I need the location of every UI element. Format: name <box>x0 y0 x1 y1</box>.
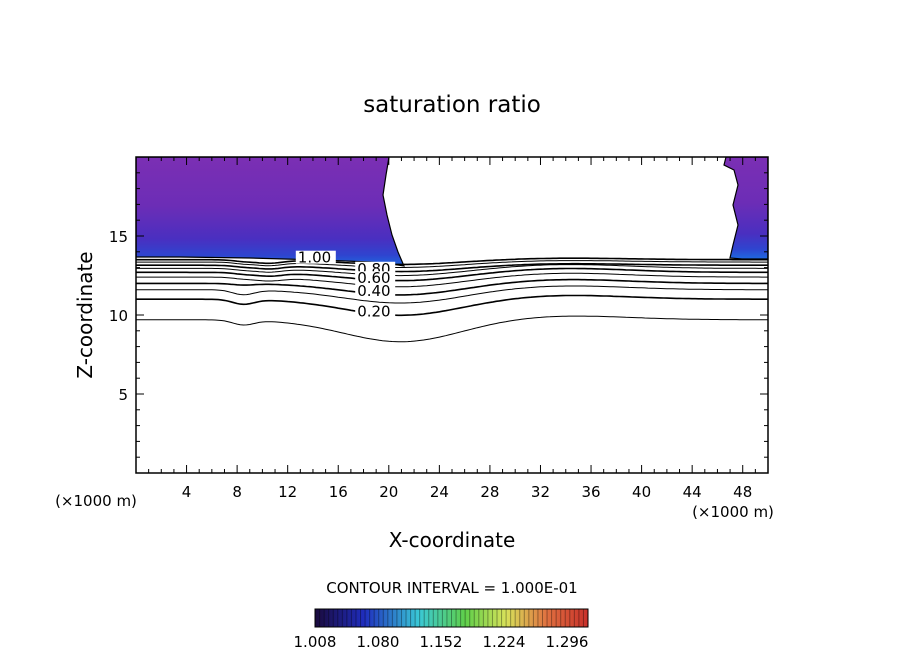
x-unit-left: (×1000 m) <box>55 492 137 510</box>
contour-label-bg <box>355 304 396 318</box>
colorbar-tick-label: 1.224 <box>483 633 526 651</box>
x-axis-label: X-coordinate <box>389 528 516 552</box>
contour-line <box>136 262 768 273</box>
colorbar-labels: 1.008 1.080 1.152 1.224 1.296 <box>294 633 589 651</box>
chart-title: saturation ratio <box>363 92 541 118</box>
x-tick-label: 40 <box>632 483 651 501</box>
contour-label-bg <box>355 271 396 285</box>
contour-label: 0.40 <box>357 282 390 300</box>
y-tick-label: 15 <box>109 228 128 246</box>
contour-line <box>136 267 768 282</box>
x-tick-labels: 4 8 12 16 20 24 28 32 36 40 44 48 <box>182 483 752 501</box>
y-tick-label: 5 <box>118 386 128 404</box>
supersaturation-region-right <box>723 157 768 260</box>
contour-label: 1.00 <box>298 249 331 267</box>
y-tick-labels: 5 10 15 <box>109 228 128 404</box>
contour-label: 0.20 <box>357 302 390 320</box>
x-tick-label: 20 <box>379 483 398 501</box>
colorbar-tick-label: 1.296 <box>546 633 589 651</box>
contour-line <box>136 257 768 266</box>
contour-line <box>136 285 768 304</box>
contour-interval-text: CONTOUR INTERVAL = 1.000E-01 <box>326 579 577 597</box>
contour-label-bg <box>355 283 396 297</box>
contour-label-bg <box>295 250 336 264</box>
contour-label: 0.60 <box>357 269 390 287</box>
x-tick-label: 48 <box>733 483 752 501</box>
x-unit-right: (×1000 m) <box>692 503 774 521</box>
x-tick-label: 8 <box>232 483 242 501</box>
contour-lines <box>136 257 768 343</box>
x-tick-label: 36 <box>581 483 600 501</box>
x-tick-label: 4 <box>182 483 192 501</box>
contour-labels: 1.000.800.600.400.20 <box>295 249 396 320</box>
colorbar-tick-label: 1.080 <box>357 633 400 651</box>
contour-line <box>136 272 768 288</box>
y-axis-label: Z-coordinate <box>73 251 97 378</box>
contour-line <box>136 260 768 268</box>
colorbar-stripes <box>319 609 584 627</box>
x-tick-label: 32 <box>531 483 550 501</box>
axis-ticks <box>136 157 768 473</box>
x-tick-label: 12 <box>278 483 297 501</box>
colorbar-tick-label: 1.008 <box>294 633 337 651</box>
contour-line <box>136 294 768 317</box>
plot-area: 1.000.800.600.400.20 <box>136 157 768 343</box>
x-tick-label: 16 <box>329 483 348 501</box>
colorbar-tick-label: 1.152 <box>420 633 463 651</box>
contour-line <box>136 264 768 277</box>
contour-line <box>136 315 768 343</box>
x-tick-label: 44 <box>683 483 702 501</box>
x-tick-label: 28 <box>480 483 499 501</box>
contour-line <box>136 278 768 296</box>
supersaturation-region-left <box>136 157 405 267</box>
y-tick-label: 10 <box>109 307 128 325</box>
x-tick-label: 24 <box>430 483 449 501</box>
colorbar <box>314 608 589 628</box>
